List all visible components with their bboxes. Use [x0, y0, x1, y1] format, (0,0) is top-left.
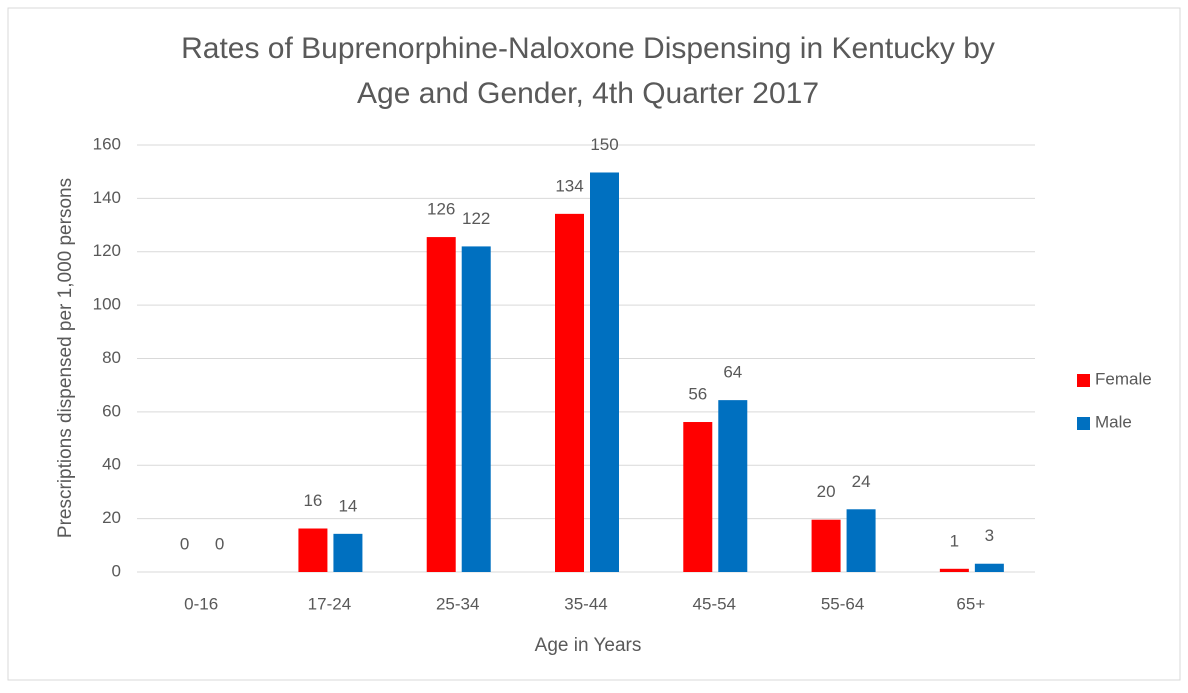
data-label: 3: [985, 526, 994, 545]
y-tick-label: 40: [102, 455, 121, 474]
data-label: 1: [950, 531, 959, 550]
y-tick-label: 120: [93, 241, 121, 260]
x-tick-label: 45-54: [693, 594, 736, 613]
y-tick-label: 100: [93, 295, 121, 314]
data-label: 64: [723, 363, 742, 382]
bar: [811, 519, 841, 572]
legend-swatch: [1077, 417, 1090, 430]
x-tick-label: 0-16: [184, 594, 218, 613]
y-tick-label: 140: [93, 188, 121, 207]
bar: [461, 246, 491, 572]
bar: [846, 509, 876, 572]
x-axis-label: Age in Years: [535, 635, 642, 656]
x-tick-label: 35-44: [564, 594, 607, 613]
x-tick-label: 65+: [956, 594, 985, 613]
data-label: 20: [817, 482, 836, 501]
data-label: 0: [180, 534, 189, 553]
data-label: 14: [338, 496, 357, 515]
x-tick-label: 55-64: [821, 594, 864, 613]
y-tick-label: 60: [102, 401, 121, 420]
bar: [974, 563, 1004, 572]
bar: [590, 172, 619, 572]
y-axis-label: Prescriptions dispensed per 1,000 person…: [55, 178, 76, 538]
y-tick-label: 80: [102, 348, 121, 367]
y-tick-label: 20: [102, 508, 121, 527]
y-tick-label: 0: [112, 561, 121, 580]
data-label: 150: [590, 135, 618, 154]
bar: [555, 213, 584, 572]
legend-swatch: [1077, 374, 1090, 387]
data-label: 56: [688, 385, 707, 404]
data-label: 122: [462, 209, 490, 228]
data-label: 0: [215, 534, 224, 553]
bar: [298, 528, 328, 572]
chart-title: Age and Gender, 4th Quarter 2017: [357, 77, 819, 110]
y-tick-label: 160: [93, 134, 121, 153]
data-label: 16: [303, 491, 322, 510]
bar: [718, 400, 748, 572]
data-label: 24: [852, 472, 871, 491]
legend-label: Female: [1095, 369, 1152, 388]
data-label: 126: [427, 200, 455, 219]
bar: [683, 422, 713, 572]
bar: [939, 568, 969, 572]
legend-label: Male: [1095, 412, 1132, 431]
x-tick-label: 25-34: [436, 594, 479, 613]
bar: [333, 533, 363, 572]
chart-title: Rates of Buprenorphine-Naloxone Dispensi…: [181, 32, 995, 65]
data-label: 134: [555, 176, 583, 195]
x-tick-label: 17-24: [308, 594, 351, 613]
bar: [426, 237, 456, 572]
